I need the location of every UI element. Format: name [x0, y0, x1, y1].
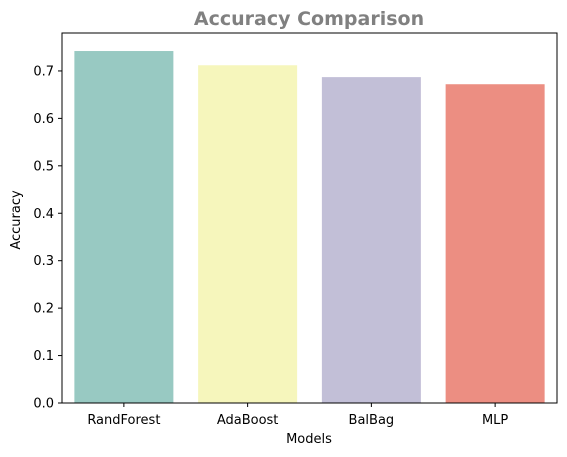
bar-balbag: [321, 77, 421, 403]
x-axis: RandForest AdaBoost BalBag MLP: [87, 403, 508, 428]
bar-adaboost: [198, 65, 298, 403]
x-tick-label: AdaBoost: [217, 413, 279, 428]
y-axis-label: Accuracy: [9, 190, 24, 250]
y-tick-label: 0.2: [33, 302, 54, 317]
y-tick-label: 0.0: [33, 397, 54, 412]
x-axis-label: Models: [286, 432, 332, 447]
bars-group: [74, 51, 545, 404]
x-tick-label: MLP: [482, 413, 508, 428]
y-axis: 0.0 0.1 0.2 0.3 0.4 0.5 0.6 0.7: [33, 64, 62, 412]
y-tick-label: 0.6: [33, 112, 54, 127]
bar-randforest: [74, 51, 174, 404]
plot-frame: [61, 32, 558, 404]
y-tick-label: 0.1: [33, 349, 54, 364]
y-tick-label: 0.5: [33, 159, 54, 174]
y-tick-label: 0.3: [33, 254, 54, 269]
y-tick-label: 0.4: [33, 207, 54, 222]
y-tick-label: 0.7: [33, 64, 54, 79]
x-tick-label: RandForest: [87, 413, 160, 428]
chart-title: Accuracy Comparison: [194, 8, 424, 30]
bar-mlp: [445, 84, 545, 403]
x-tick-label: BalBag: [349, 413, 395, 428]
